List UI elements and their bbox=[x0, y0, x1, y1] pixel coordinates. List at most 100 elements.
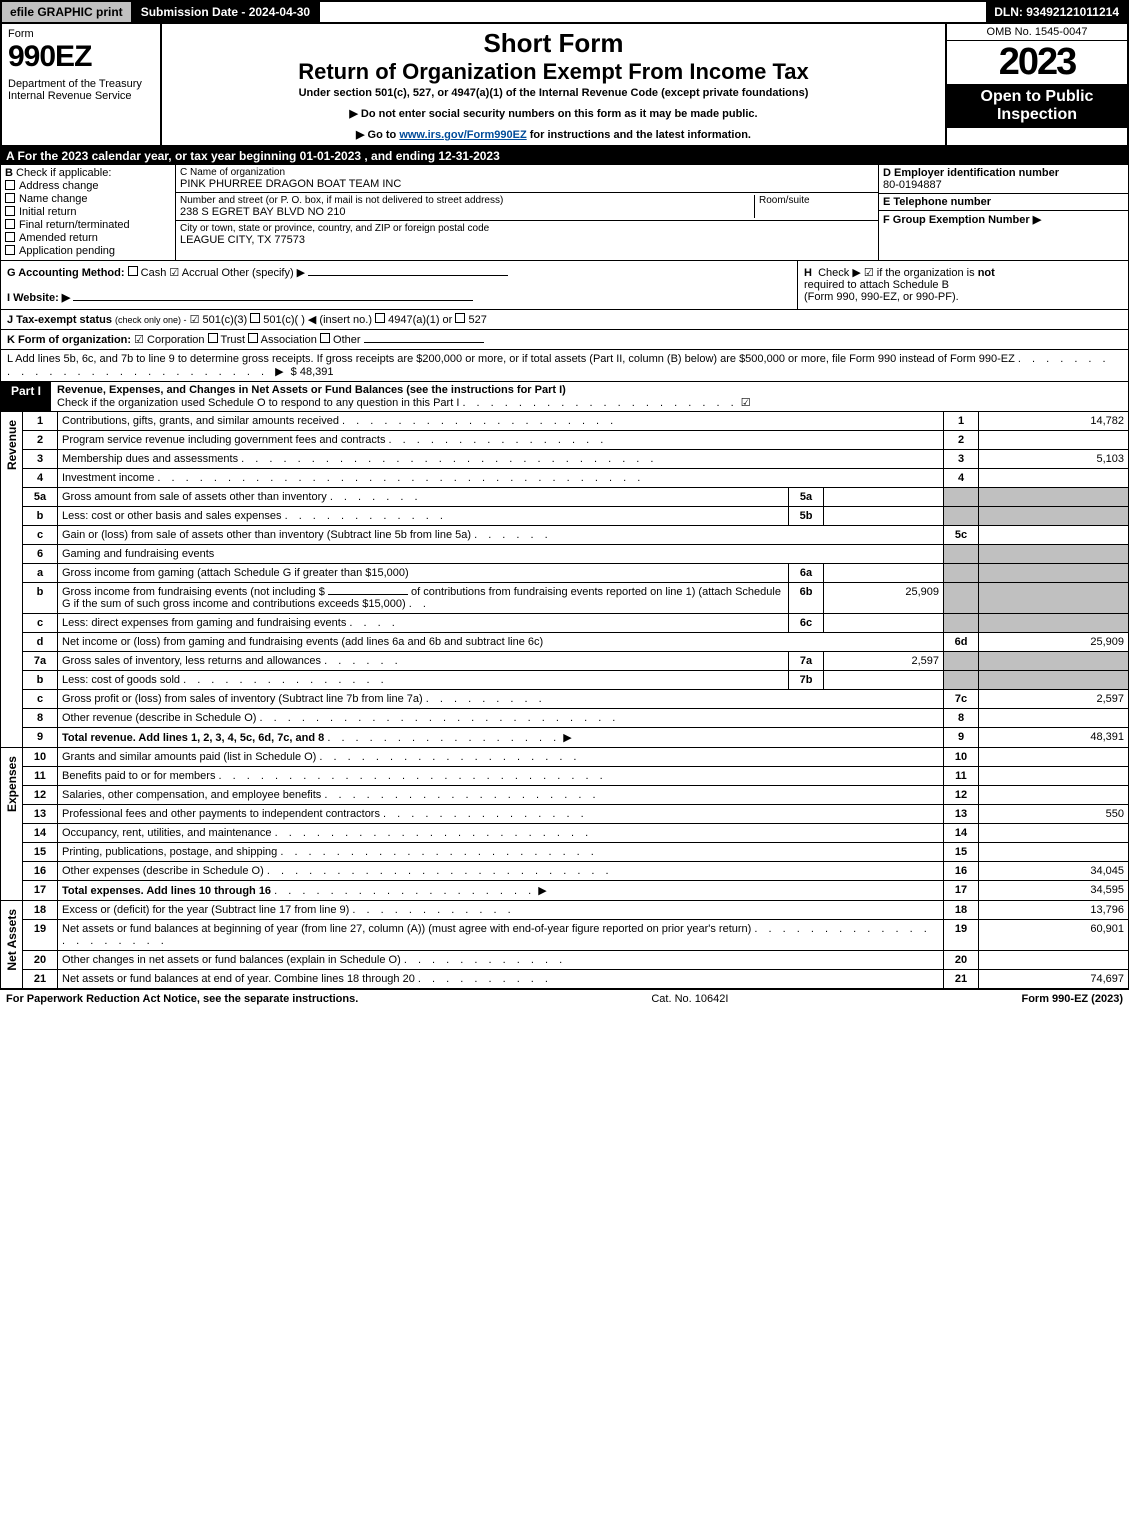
line-1: 1Contributions, gifts, grants, and simil… bbox=[23, 412, 1129, 431]
l-row: L Add lines 5b, 6c, and 7b to line 9 to … bbox=[0, 350, 1129, 382]
line-6b: bGross income from fundraising events (n… bbox=[23, 583, 1129, 614]
checkbox-icon[interactable] bbox=[455, 313, 465, 323]
opt-amended-return[interactable]: Amended return bbox=[5, 232, 171, 244]
checkbox-icon[interactable] bbox=[320, 333, 330, 343]
line-6d: dNet income or (loss) from gaming and fu… bbox=[23, 633, 1129, 652]
goto-notice: ▶ Go to www.irs.gov/Form990EZ for instru… bbox=[168, 128, 939, 141]
submission-date: Submission Date - 2024-04-30 bbox=[133, 2, 320, 22]
check-icon: ☑ bbox=[134, 334, 144, 346]
revenue-table: 1Contributions, gifts, grants, and simil… bbox=[22, 412, 1129, 748]
expenses-table: 10Grants and similar amounts paid (list … bbox=[22, 748, 1129, 901]
other-org-field[interactable] bbox=[364, 342, 484, 343]
opt-application-pending[interactable]: Application pending bbox=[5, 245, 171, 257]
line-2: 2Program service revenue including gover… bbox=[23, 431, 1129, 450]
street-value: 238 S EGRET BAY BLVD NO 210 bbox=[180, 206, 754, 218]
line-5a: 5aGross amount from sale of assets other… bbox=[23, 488, 1129, 507]
l-text: L Add lines 5b, 6c, and 7b to line 9 to … bbox=[7, 353, 1015, 365]
opt-initial-return[interactable]: Initial return bbox=[5, 206, 171, 218]
checkbox-icon bbox=[5, 180, 15, 190]
top-bar: efile GRAPHIC print Submission Date - 20… bbox=[0, 0, 1129, 24]
line-9: 9Total revenue. Add lines 1, 2, 3, 4, 5c… bbox=[23, 728, 1129, 748]
checkbox-icon[interactable] bbox=[250, 313, 260, 323]
line-13: 13Professional fees and other payments t… bbox=[23, 805, 1129, 824]
footer-catalog: Cat. No. 10642I bbox=[651, 993, 728, 1005]
line-3: 3Membership dues and assessments . . . .… bbox=[23, 450, 1129, 469]
line-10: 10Grants and similar amounts paid (list … bbox=[23, 748, 1129, 767]
checkbox-icon bbox=[5, 232, 15, 242]
l-amount: $ 48,391 bbox=[291, 366, 334, 378]
net-assets-side-label: Net Assets bbox=[0, 901, 22, 989]
city-value: LEAGUE CITY, TX 77573 bbox=[180, 234, 874, 246]
check-icon: ☑ bbox=[190, 314, 200, 326]
checkbox-icon bbox=[5, 206, 15, 216]
g-accounting: G Accounting Method: Cash ☑ Accrual Othe… bbox=[1, 261, 798, 309]
line-17: 17Total expenses. Add lines 10 through 1… bbox=[23, 881, 1129, 901]
org-name: PINK PHURREE DRAGON BOAT TEAM INC bbox=[180, 178, 874, 190]
line-14: 14Occupancy, rent, utilities, and mainte… bbox=[23, 824, 1129, 843]
part1-tab: Part I bbox=[1, 382, 51, 411]
line-6a: aGross income from gaming (attach Schedu… bbox=[23, 564, 1129, 583]
expenses-section: Expenses 10Grants and similar amounts pa… bbox=[0, 748, 1129, 901]
group-exemption-row: F Group Exemption Number ▶ bbox=[879, 211, 1128, 228]
checkbox-icon[interactable] bbox=[128, 266, 138, 276]
net-assets-table: 18Excess or (deficit) for the year (Subt… bbox=[22, 901, 1129, 989]
form-id-cell: Form 990EZ Department of the Treasury In… bbox=[2, 24, 162, 145]
under-section: Under section 501(c), 527, or 4947(a)(1)… bbox=[168, 87, 939, 99]
line-6c: cLess: direct expenses from gaming and f… bbox=[23, 614, 1129, 633]
return-title: Return of Organization Exempt From Incom… bbox=[168, 59, 939, 85]
checkbox-icon bbox=[5, 193, 15, 203]
h-schedule-b: H Check ▶ ☑ if the organization is not r… bbox=[798, 261, 1128, 309]
line-15: 15Printing, publications, postage, and s… bbox=[23, 843, 1129, 862]
checkbox-icon[interactable] bbox=[208, 333, 218, 343]
street-label: Number and street (or P. O. box, if mail… bbox=[180, 195, 754, 206]
b-column: B Check if applicable: Address change Na… bbox=[1, 165, 176, 260]
open-public-label: Open to Public Inspection bbox=[947, 84, 1127, 128]
dln: DLN: 93492121011214 bbox=[986, 2, 1127, 22]
opt-name-change[interactable]: Name change bbox=[5, 193, 171, 205]
expenses-side-label: Expenses bbox=[0, 748, 22, 901]
line-19: 19Net assets or fund balances at beginni… bbox=[23, 920, 1129, 951]
line-11: 11Benefits paid to or for members . . . … bbox=[23, 767, 1129, 786]
checkbox-icon bbox=[5, 245, 15, 255]
j-row: J Tax-exempt status (check only one) - ☑… bbox=[0, 310, 1129, 330]
ein-value: 80-0194887 bbox=[883, 179, 942, 191]
net-assets-section: Net Assets 18Excess or (deficit) for the… bbox=[0, 901, 1129, 989]
tax-year: 2023 bbox=[947, 41, 1127, 84]
opt-final-return[interactable]: Final return/terminated bbox=[5, 219, 171, 231]
b-label: Check if applicable: bbox=[16, 167, 111, 179]
checkbox-icon[interactable] bbox=[375, 313, 385, 323]
line-5c: cGain or (loss) from sale of assets othe… bbox=[23, 526, 1129, 545]
website-field[interactable] bbox=[73, 300, 473, 301]
footer-form-ref: Form 990-EZ (2023) bbox=[1021, 993, 1123, 1005]
line-7b: bLess: cost of goods sold . . . . . . . … bbox=[23, 671, 1129, 690]
form-header: Form 990EZ Department of the Treasury In… bbox=[0, 24, 1129, 147]
section-bcd: B Check if applicable: Address change Na… bbox=[0, 165, 1129, 261]
page-footer: For Paperwork Reduction Act Notice, see … bbox=[0, 989, 1129, 1008]
irs-link[interactable]: www.irs.gov/Form990EZ bbox=[399, 129, 526, 141]
ein-label: D Employer identification number bbox=[883, 167, 1059, 179]
efile-label[interactable]: efile GRAPHIC print bbox=[2, 2, 133, 22]
revenue-side-label: Revenue bbox=[0, 412, 22, 748]
line-6: 6Gaming and fundraising events bbox=[23, 545, 1129, 564]
line-12: 12Salaries, other compensation, and empl… bbox=[23, 786, 1129, 805]
website-label: I Website: ▶ bbox=[7, 292, 70, 304]
org-name-row: C Name of organization PINK PHURREE DRAG… bbox=[176, 165, 878, 193]
checkbox-icon bbox=[5, 219, 15, 229]
opt-address-change[interactable]: Address change bbox=[5, 180, 171, 192]
org-name-label: C Name of organization bbox=[180, 167, 874, 178]
c-column: C Name of organization PINK PHURREE DRAG… bbox=[176, 165, 878, 260]
k-row: K Form of organization: ☑ Corporation Tr… bbox=[0, 330, 1129, 350]
room-label: Room/suite bbox=[759, 195, 874, 206]
line-20: 20Other changes in net assets or fund ba… bbox=[23, 951, 1129, 970]
goto-pre: ▶ Go to bbox=[356, 129, 399, 141]
check-icon: ☑ bbox=[864, 267, 874, 279]
gh-row: G Accounting Method: Cash ☑ Accrual Othe… bbox=[0, 261, 1129, 310]
other-specify-field[interactable] bbox=[308, 275, 508, 276]
checkbox-icon[interactable] bbox=[248, 333, 258, 343]
line-7a: 7aGross sales of inventory, less returns… bbox=[23, 652, 1129, 671]
line-18: 18Excess or (deficit) for the year (Subt… bbox=[23, 901, 1129, 920]
form-word: Form bbox=[8, 28, 154, 40]
ein-row: D Employer identification number 80-0194… bbox=[879, 165, 1128, 194]
group-label: F Group Exemption Number ▶ bbox=[883, 214, 1041, 226]
telephone-row: E Telephone number bbox=[879, 194, 1128, 211]
